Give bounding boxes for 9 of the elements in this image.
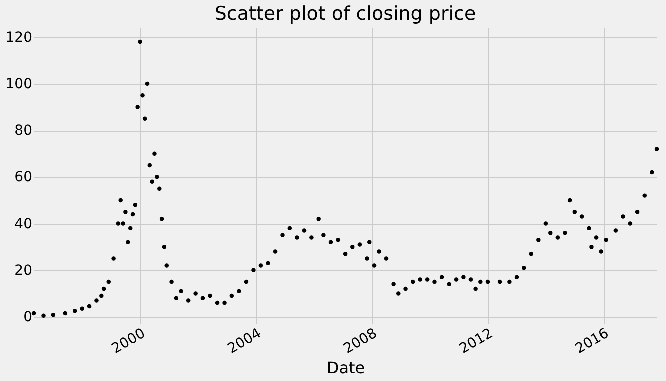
y-tick-label: 40 <box>14 216 32 232</box>
y-tick-label: 80 <box>14 123 32 140</box>
x-axis-title: Date <box>326 358 366 378</box>
y-tick-label: 20 <box>14 262 32 279</box>
chart-title: Scatter plot of closing price <box>214 3 476 25</box>
y-tick-label: 60 <box>14 170 32 186</box>
y-tick-label: 120 <box>6 30 32 46</box>
y-tick-label: 0 <box>24 310 32 326</box>
y-tick-label: 100 <box>6 76 32 92</box>
